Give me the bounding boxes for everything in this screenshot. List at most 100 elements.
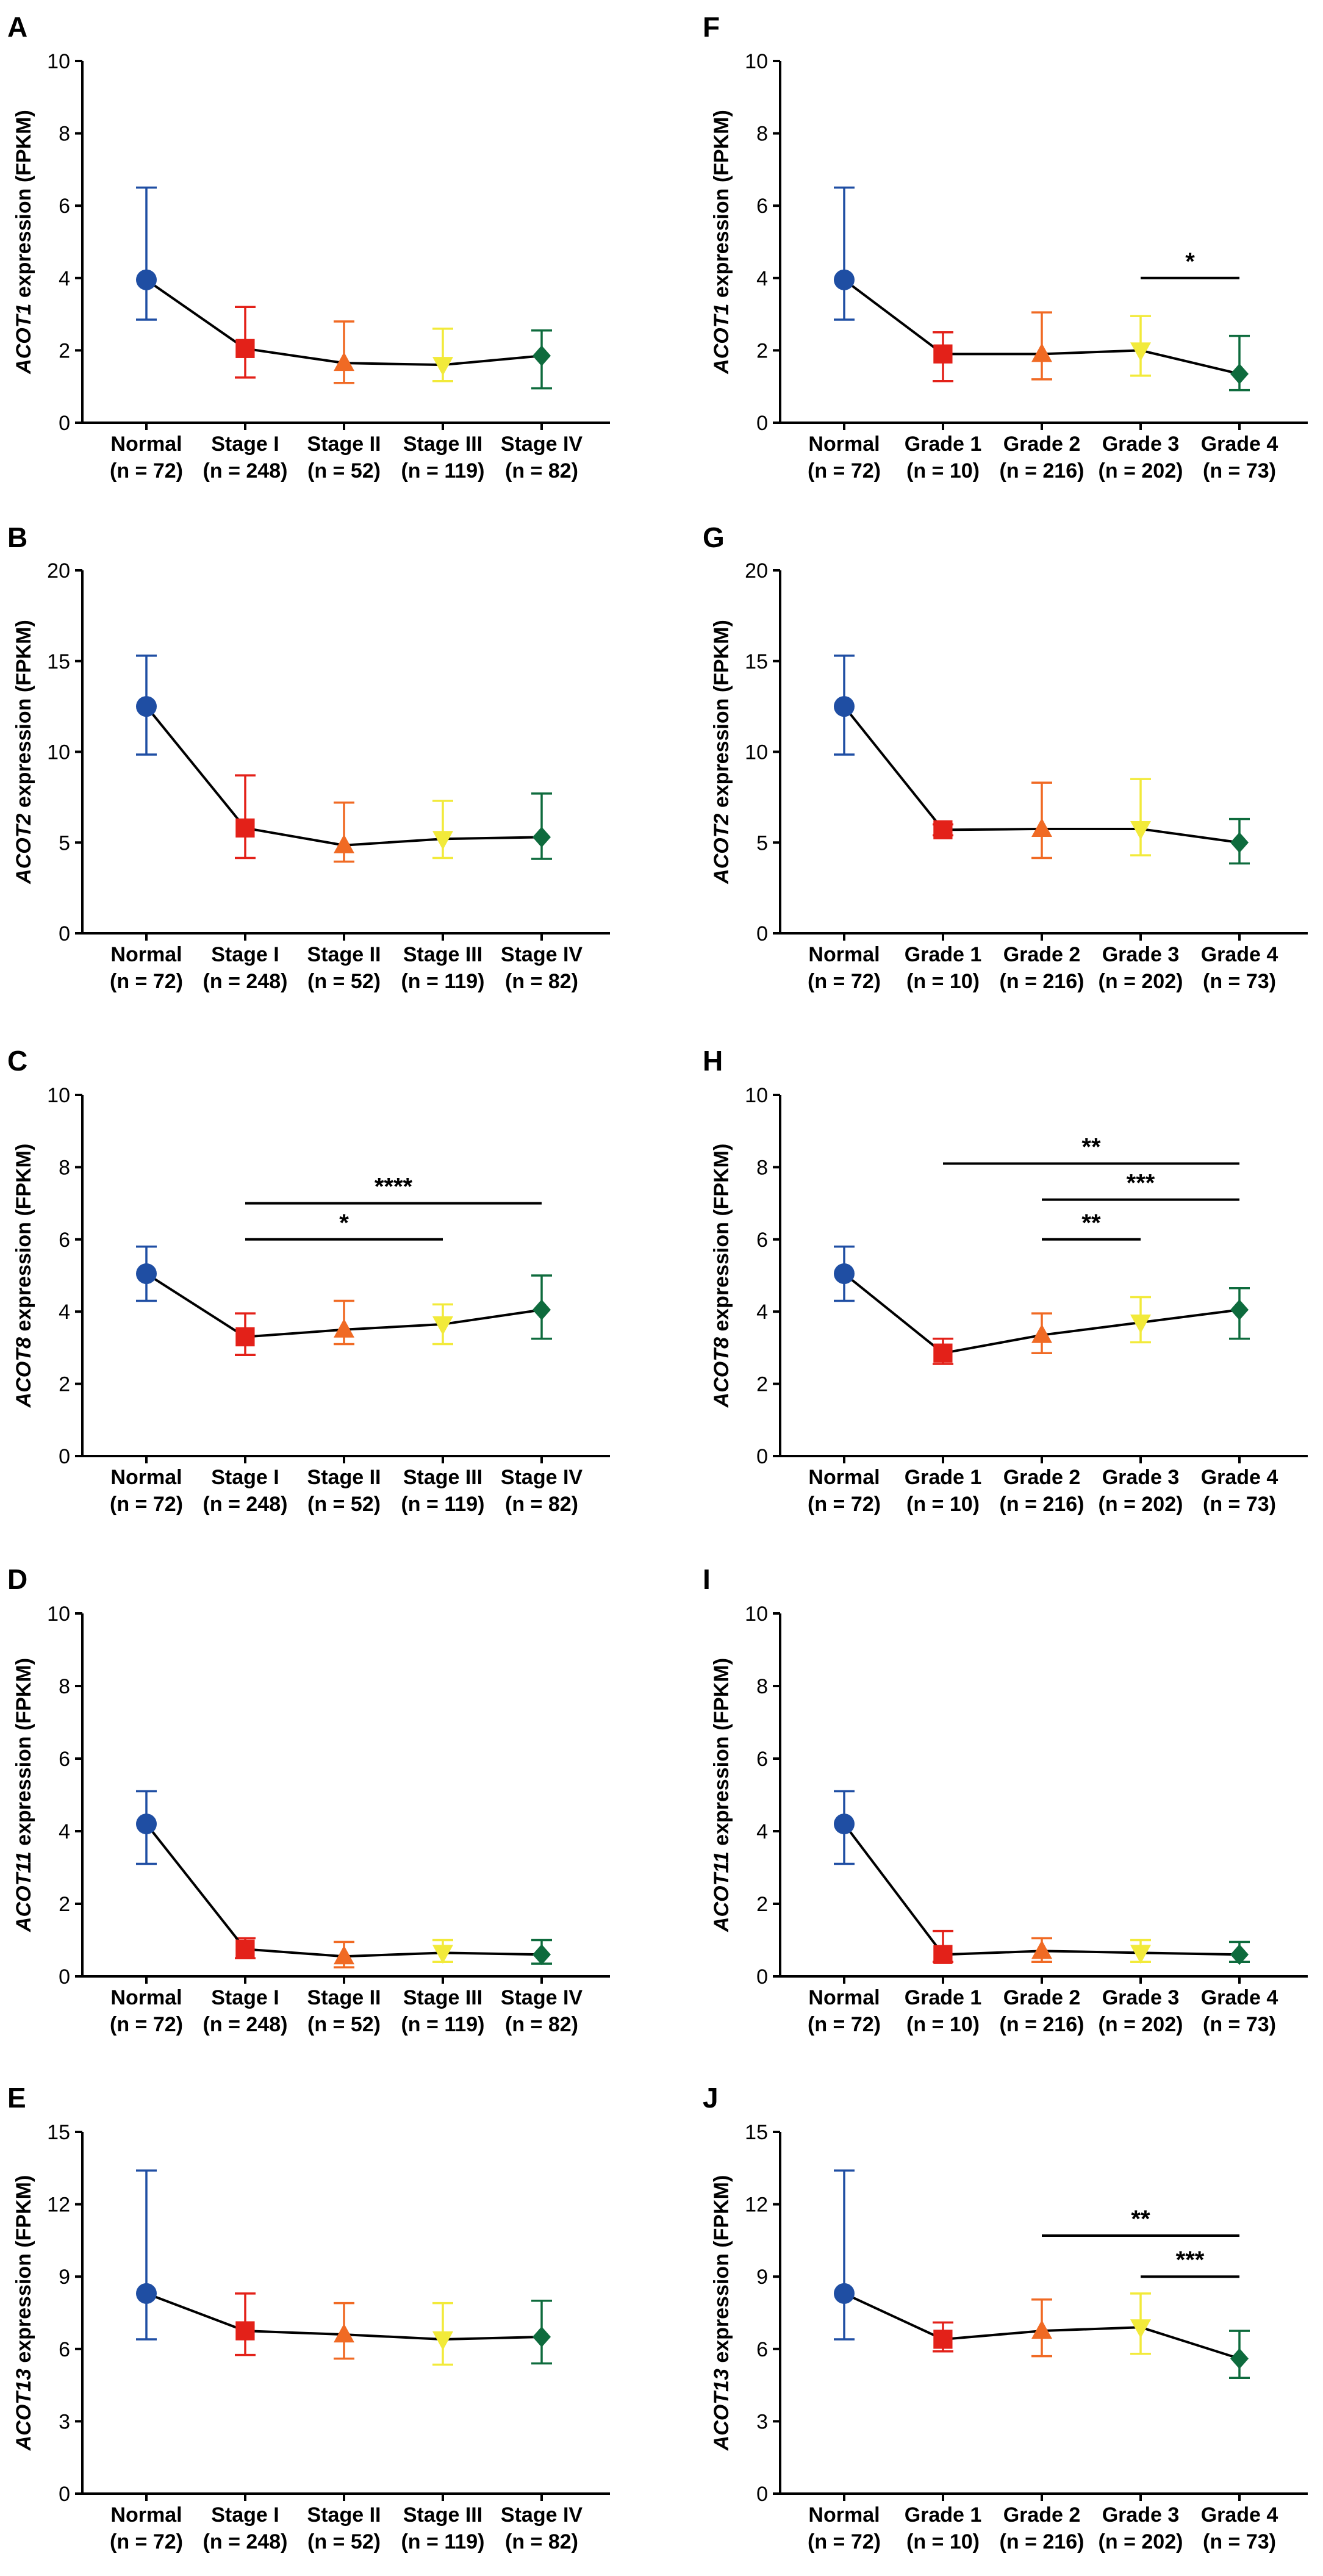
significance-label: * <box>339 1210 349 1236</box>
y-tick-label: 4 <box>59 267 70 290</box>
data-point-1 <box>834 696 855 717</box>
x-tick-sample-size: (n = 10) <box>906 459 980 483</box>
panel-label: H <box>703 1045 723 1077</box>
x-tick-sample-size: (n = 10) <box>906 970 980 993</box>
x-tick-label: Grade 4 <box>1201 432 1278 456</box>
y-axis-unit: expression (FPKM) <box>12 1658 35 1851</box>
x-tick-label: Stage III <box>403 432 482 456</box>
y-axis-title: ACOT11 expression (FPKM) <box>710 1658 733 1932</box>
y-tick-label: 20 <box>47 559 70 583</box>
y-tick-label: 5 <box>59 831 70 855</box>
x-tick-label: Grade 2 <box>1003 943 1081 966</box>
data-point-2 <box>235 2321 255 2341</box>
y-tick-label: 3 <box>59 2410 70 2433</box>
x-tick-sample-size: (n = 52) <box>307 2530 381 2553</box>
mean-line <box>145 1823 542 1958</box>
x-tick-label: Normal <box>110 1466 182 1489</box>
x-tick-sample-size: (n = 10) <box>906 2013 980 2036</box>
y-tick-label: 0 <box>756 1965 768 1989</box>
y-tick-label: 6 <box>756 1229 768 1252</box>
data-point-1 <box>136 2283 157 2304</box>
data-point-4 <box>1130 1314 1151 1333</box>
x-tick-label: Grade 2 <box>1003 432 1081 456</box>
significance-label: ** <box>1081 1133 1101 1160</box>
chart-panel-E: E 0 3 6 9 12 15 ACOT13 expression (FPKM) Normal (… <box>7 2082 610 2553</box>
y-axis-title: ACOT13 expression (FPKM) <box>12 2175 35 2452</box>
x-tick-sample-size: (n = 119) <box>401 2530 484 2553</box>
y-tick-label: 5 <box>756 831 768 855</box>
x-tick-label: Stage III <box>403 1466 482 1489</box>
y-axis-gene: ACOT1 <box>710 304 733 375</box>
data-point-4 <box>432 2331 453 2350</box>
data-point-2 <box>933 2330 953 2349</box>
x-tick-sample-size: (n = 216) <box>1000 970 1085 993</box>
y-axis-unit: expression (FPKM) <box>12 620 35 813</box>
y-tick-label: 6 <box>59 2338 70 2361</box>
data-point-2 <box>933 820 953 839</box>
y-axis-unit: expression (FPKM) <box>710 110 733 303</box>
x-tick-label: Grade 2 <box>1003 2503 1081 2527</box>
x-tick-label: Grade 4 <box>1201 943 1278 966</box>
x-tick-label: Grade 2 <box>1003 1986 1081 2009</box>
data-point-1 <box>834 1263 855 1285</box>
x-tick-label: Normal <box>808 1986 880 2009</box>
y-axis-gene: ACOT1 <box>12 304 35 375</box>
data-point-5 <box>1230 1944 1249 1965</box>
data-point-2 <box>933 1945 953 1964</box>
x-tick-sample-size: (n = 72) <box>808 2013 881 2036</box>
x-tick-sample-size: (n = 202) <box>1099 1493 1183 1516</box>
data-point-3 <box>334 1318 354 1338</box>
data-point-1 <box>136 696 157 717</box>
y-tick-label: 4 <box>59 1301 70 1324</box>
x-tick-sample-size: (n = 248) <box>203 1493 288 1516</box>
x-tick-sample-size: (n = 10) <box>906 2530 980 2553</box>
y-tick-label: 6 <box>59 1229 70 1252</box>
data-point-5 <box>1230 2348 1249 2369</box>
x-tick-sample-size: (n = 72) <box>110 970 183 993</box>
x-tick-label: Normal <box>110 2503 182 2527</box>
x-tick-label: Stage III <box>403 943 482 966</box>
y-tick-label: 2 <box>59 1893 70 1916</box>
x-tick-sample-size: (n = 119) <box>401 970 484 993</box>
x-tick-label: Grade 4 <box>1201 1986 1278 2009</box>
significance-label: *** <box>1176 2247 1205 2273</box>
y-tick-label: 0 <box>59 1965 70 1989</box>
x-tick-label: Grade 1 <box>905 432 982 456</box>
y-tick-label: 4 <box>756 1820 768 1843</box>
error-bar <box>235 774 256 859</box>
data-point-4 <box>1130 820 1151 840</box>
x-tick-sample-size: (n = 72) <box>110 2013 183 2036</box>
chart-panel-F: F 0 2 4 6 8 10 ACOT1 expression (FPKM) Normal (n … <box>703 11 1308 483</box>
x-tick-sample-size: (n = 202) <box>1099 2013 1183 2036</box>
data-point-5 <box>1230 363 1249 384</box>
y-axis-gene: ACOT2 <box>710 813 733 884</box>
data-point-3 <box>334 1945 354 1965</box>
x-tick-label: Stage II <box>307 943 381 966</box>
x-tick-sample-size: (n = 82) <box>505 970 578 993</box>
panel-label: B <box>7 522 27 553</box>
y-axis-unit: expression (FPKM) <box>710 2175 733 2369</box>
data-point-1 <box>834 269 855 290</box>
panel-label: I <box>703 1563 711 1595</box>
x-tick-label: Stage I <box>211 2503 279 2527</box>
x-tick-sample-size: (n = 52) <box>307 2013 381 2036</box>
panel-label: G <box>703 522 725 553</box>
data-point-4 <box>1130 2319 1151 2339</box>
x-tick-label: Stage I <box>211 943 279 966</box>
x-tick-sample-size: (n = 72) <box>808 2530 881 2553</box>
panel-label: J <box>703 2082 719 2114</box>
y-tick-label: 2 <box>756 339 768 362</box>
x-tick-sample-size: (n = 73) <box>1203 2013 1276 2036</box>
y-tick-label: 10 <box>745 741 768 764</box>
x-tick-sample-size: (n = 10) <box>906 1493 980 1516</box>
x-tick-sample-size: (n = 216) <box>1000 2013 1085 2036</box>
error-bar <box>834 2169 855 2341</box>
x-tick-label: Normal <box>808 432 880 456</box>
x-tick-label: Normal <box>808 1466 880 1489</box>
y-tick-label: 6 <box>59 1748 70 1771</box>
x-tick-label: Stage II <box>307 1466 381 1489</box>
y-tick-label: 0 <box>756 1445 768 1468</box>
y-tick-label: 2 <box>59 1373 70 1396</box>
x-tick-label: Grade 4 <box>1201 2503 1278 2527</box>
y-axis-title: ACOT1 expression (FPKM) <box>710 110 733 375</box>
